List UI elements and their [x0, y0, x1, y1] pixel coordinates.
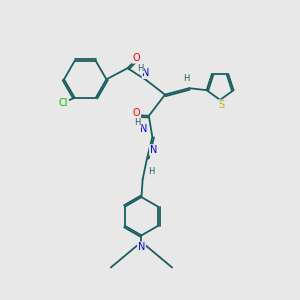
Text: O: O	[132, 53, 140, 63]
Text: H: H	[134, 118, 141, 127]
Text: Cl: Cl	[59, 98, 68, 108]
Text: N: N	[140, 124, 148, 134]
Text: H: H	[137, 64, 143, 73]
Text: H: H	[184, 74, 190, 83]
Text: N: N	[138, 242, 145, 252]
Text: S: S	[218, 100, 225, 110]
Text: H: H	[148, 167, 154, 176]
Text: N: N	[150, 145, 157, 155]
Text: N: N	[142, 68, 150, 78]
Text: O: O	[133, 108, 140, 118]
